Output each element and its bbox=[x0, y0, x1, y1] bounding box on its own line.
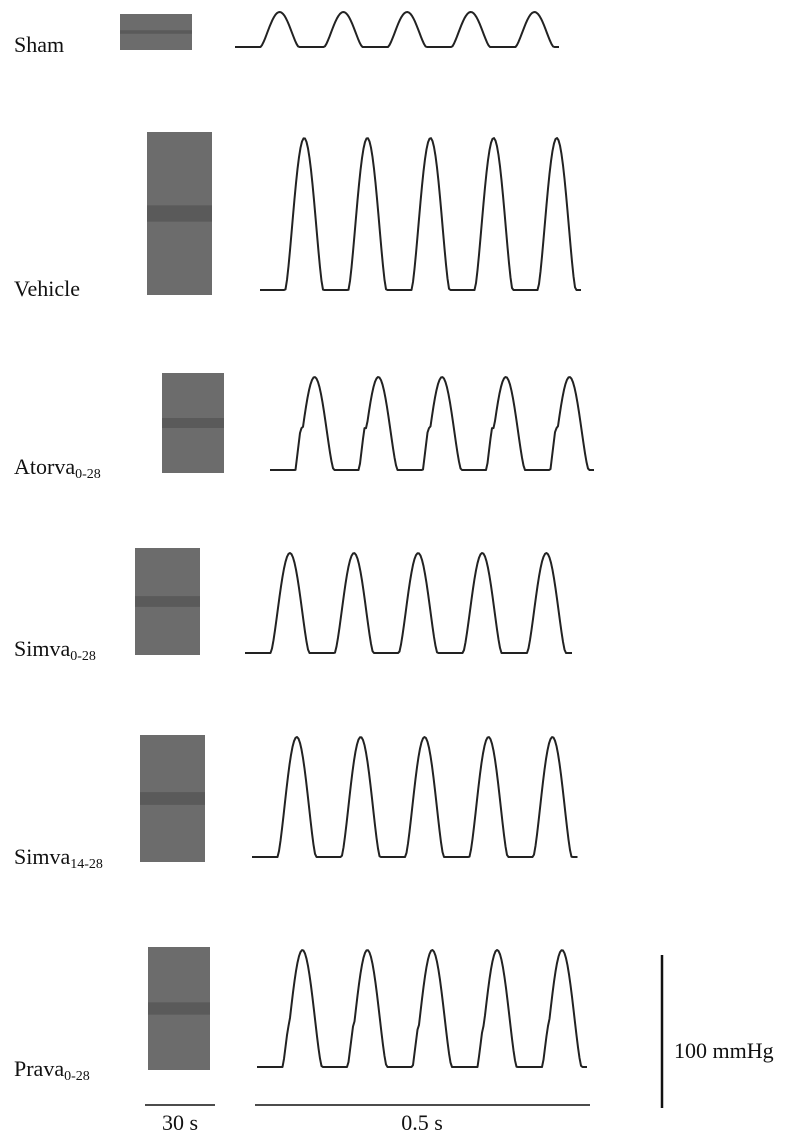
trace-texture bbox=[148, 1002, 210, 1015]
label-subscript: 0-28 bbox=[64, 1069, 90, 1084]
pressure-wave bbox=[245, 552, 572, 654]
trace-texture bbox=[140, 792, 205, 805]
row-label: Simva14-28 bbox=[14, 844, 103, 872]
pressure-wave bbox=[252, 736, 578, 858]
label-name: Atorva bbox=[14, 454, 75, 479]
scale-label: 100 mmHg bbox=[674, 1038, 774, 1063]
pressure-wave bbox=[235, 11, 559, 48]
trace-texture bbox=[120, 30, 192, 34]
label-name: Sham bbox=[14, 32, 64, 57]
row-label: Simva0-28 bbox=[14, 636, 96, 664]
trace-texture bbox=[162, 418, 224, 428]
scale-label: 0.5 s bbox=[401, 1110, 443, 1135]
label-subscript: 0-28 bbox=[75, 467, 101, 482]
trace-texture bbox=[147, 205, 212, 222]
label-name: Vehicle bbox=[14, 276, 80, 301]
label-name: Simva bbox=[14, 844, 70, 869]
row-label: Sham bbox=[14, 32, 64, 57]
pressure-wave bbox=[257, 949, 587, 1068]
trace-texture bbox=[135, 596, 200, 607]
pressure-wave bbox=[270, 376, 594, 471]
pressure-wave bbox=[260, 137, 581, 291]
label-name: Prava bbox=[14, 1056, 64, 1081]
scale-label: 30 s bbox=[162, 1110, 198, 1135]
row-label: Atorva0-28 bbox=[14, 454, 101, 482]
label-subscript: 14-28 bbox=[70, 857, 103, 872]
label-name: Simva bbox=[14, 636, 70, 661]
row-label: Prava0-28 bbox=[14, 1056, 90, 1084]
row-label: Vehicle bbox=[14, 276, 80, 301]
label-subscript: 0-28 bbox=[70, 649, 96, 664]
